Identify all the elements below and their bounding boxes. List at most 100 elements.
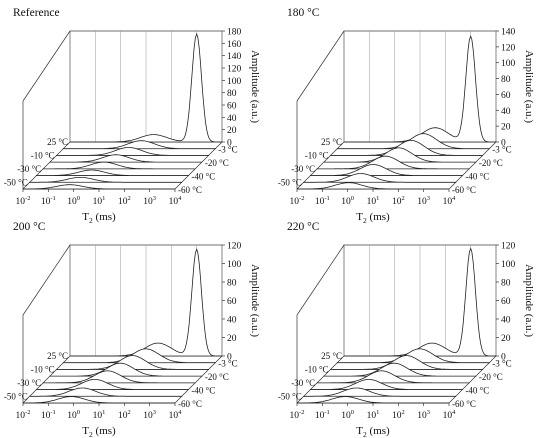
series-trace (23, 184, 175, 190)
x-tick-label: 102 (118, 409, 131, 421)
chart-panel: 200 °C 0 20 40 60 80 100 120 Amplitude (a.u.) 25 … (4, 221, 261, 438)
z-tick-label: 0 (227, 139, 232, 149)
x-axis-title: T2 (ms) (82, 211, 116, 225)
series-trace (42, 161, 196, 170)
depth-label-left: -30 °C (291, 378, 315, 388)
side-wall-edge (296, 244, 345, 316)
z-tick-label: 40 (227, 316, 237, 326)
depth-label-right: -40 °C (465, 172, 489, 182)
z-tick-label: 80 (227, 279, 237, 289)
series-trace (56, 355, 210, 370)
z-tick-label: 40 (501, 107, 511, 117)
side-wall-edge (22, 30, 71, 102)
z-tick-label: 0 (501, 353, 506, 363)
x-tick-label: 100 (341, 409, 354, 421)
series-trace (330, 139, 484, 156)
series-trace (29, 176, 183, 183)
x-axis-title: T2 (ms) (356, 425, 390, 438)
series-trace (35, 169, 189, 177)
depth-label-left: -30 °C (17, 164, 41, 174)
series-trace (309, 378, 463, 391)
depth-label-left: -30 °C (17, 378, 41, 388)
depth-label-right: -60 °C (178, 399, 202, 409)
depth-label-right: -3 °C (218, 145, 237, 155)
z-tick-label: 120 (227, 242, 242, 252)
x-tick-label: 101 (367, 195, 380, 207)
depth-label-left: -10 °C (305, 150, 329, 160)
z-tick-label: 60 (501, 297, 511, 307)
chart-title: Reference (13, 7, 60, 19)
x-tick-label: 101 (367, 409, 380, 421)
x-tick-label: 100 (341, 195, 354, 207)
x-tick-label: 103 (417, 195, 430, 207)
z-tick-label: 180 (227, 28, 242, 38)
z-tick-label: 20 (501, 334, 511, 344)
series-trace (336, 348, 490, 364)
series-trace (323, 362, 477, 377)
y-axis-title: Amplitude (a.u.) (523, 50, 535, 123)
depth-label-right: -20 °C (479, 158, 503, 168)
series-trace (297, 182, 449, 190)
chart-title: 200 °C (13, 221, 46, 233)
z-tick-label: 0 (227, 353, 232, 363)
series-trace (49, 154, 203, 163)
depth-label-right: -60 °C (452, 399, 476, 409)
x-axis-title: T2 (ms) (356, 211, 390, 225)
x-tick-label: 10-2 (16, 195, 31, 207)
z-tick-label: 80 (227, 89, 237, 99)
depth-label-left: -50 °C (4, 391, 28, 401)
x-tick-label: 103 (143, 409, 156, 421)
x-tick-label: 101 (93, 409, 106, 421)
series-trace (42, 370, 196, 384)
floor-edge-left (296, 141, 345, 190)
x-tick-label: 100 (67, 195, 80, 207)
floor-edge-left (22, 355, 71, 404)
series-trace (23, 396, 175, 404)
z-tick-label: 140 (501, 28, 516, 38)
x-tick-label: 102 (118, 195, 131, 207)
series-trace (297, 396, 449, 404)
x-tick-label: 102 (392, 195, 405, 207)
depth-label-right: -40 °C (465, 386, 489, 396)
x-axis-title: T2 (ms) (82, 425, 116, 438)
z-tick-label: 60 (227, 102, 237, 112)
y-axis-title: Amplitude (a.u.) (523, 264, 535, 337)
depth-label-left: 25 °C (321, 351, 342, 361)
side-wall-edge (22, 244, 71, 316)
depth-label-right: -20 °C (205, 158, 229, 168)
depth-label-right: -3 °C (492, 145, 511, 155)
x-tick-label: 101 (93, 195, 106, 207)
z-tick-label: 100 (227, 260, 242, 270)
series-trace (316, 155, 470, 170)
depth-label-right: -40 °C (191, 386, 215, 396)
depth-label-left: -10 °C (31, 364, 55, 374)
z-tick-label: 80 (501, 75, 511, 85)
chart-panel: 180 °C 0 20 40 60 80 100 120 140 Amplitude (a.u.)… (278, 7, 535, 225)
depth-label-left: -10 °C (305, 364, 329, 374)
side-wall-edge (296, 30, 345, 102)
y-axis-title: Amplitude (a.u.) (249, 50, 261, 123)
series-trace (56, 146, 210, 156)
floor-edge-right (448, 141, 497, 190)
depth-label-left: 25 °C (47, 137, 68, 147)
series-trace (330, 355, 484, 370)
series-trace (309, 164, 463, 177)
x-tick-label: 104 (169, 195, 183, 207)
x-tick-label: 10-2 (290, 409, 305, 421)
z-tick-label: 120 (227, 65, 242, 75)
series-trace (344, 247, 496, 357)
y-axis-title: Amplitude (a.u.) (249, 264, 261, 337)
x-tick-label: 10-1 (41, 409, 56, 421)
z-tick-label: 60 (501, 91, 511, 101)
chart-panel: 220 °C 0 20 40 60 80 100 120 Amplitude (a.u.) 25 … (278, 221, 535, 438)
chart-panel: Reference 0 20 40 60 80 100 120 140 160 180 Amplitu… (4, 7, 261, 225)
depth-label-left: -10 °C (31, 150, 55, 160)
series-trace (29, 387, 183, 397)
z-tick-label: 20 (227, 334, 237, 344)
x-tick-label: 104 (443, 195, 457, 207)
floor-edge-left (296, 355, 345, 404)
x-tick-label: 103 (143, 195, 156, 207)
z-tick-label: 0 (501, 139, 506, 149)
depth-label-left: -50 °C (278, 391, 302, 401)
series-trace (303, 387, 457, 397)
